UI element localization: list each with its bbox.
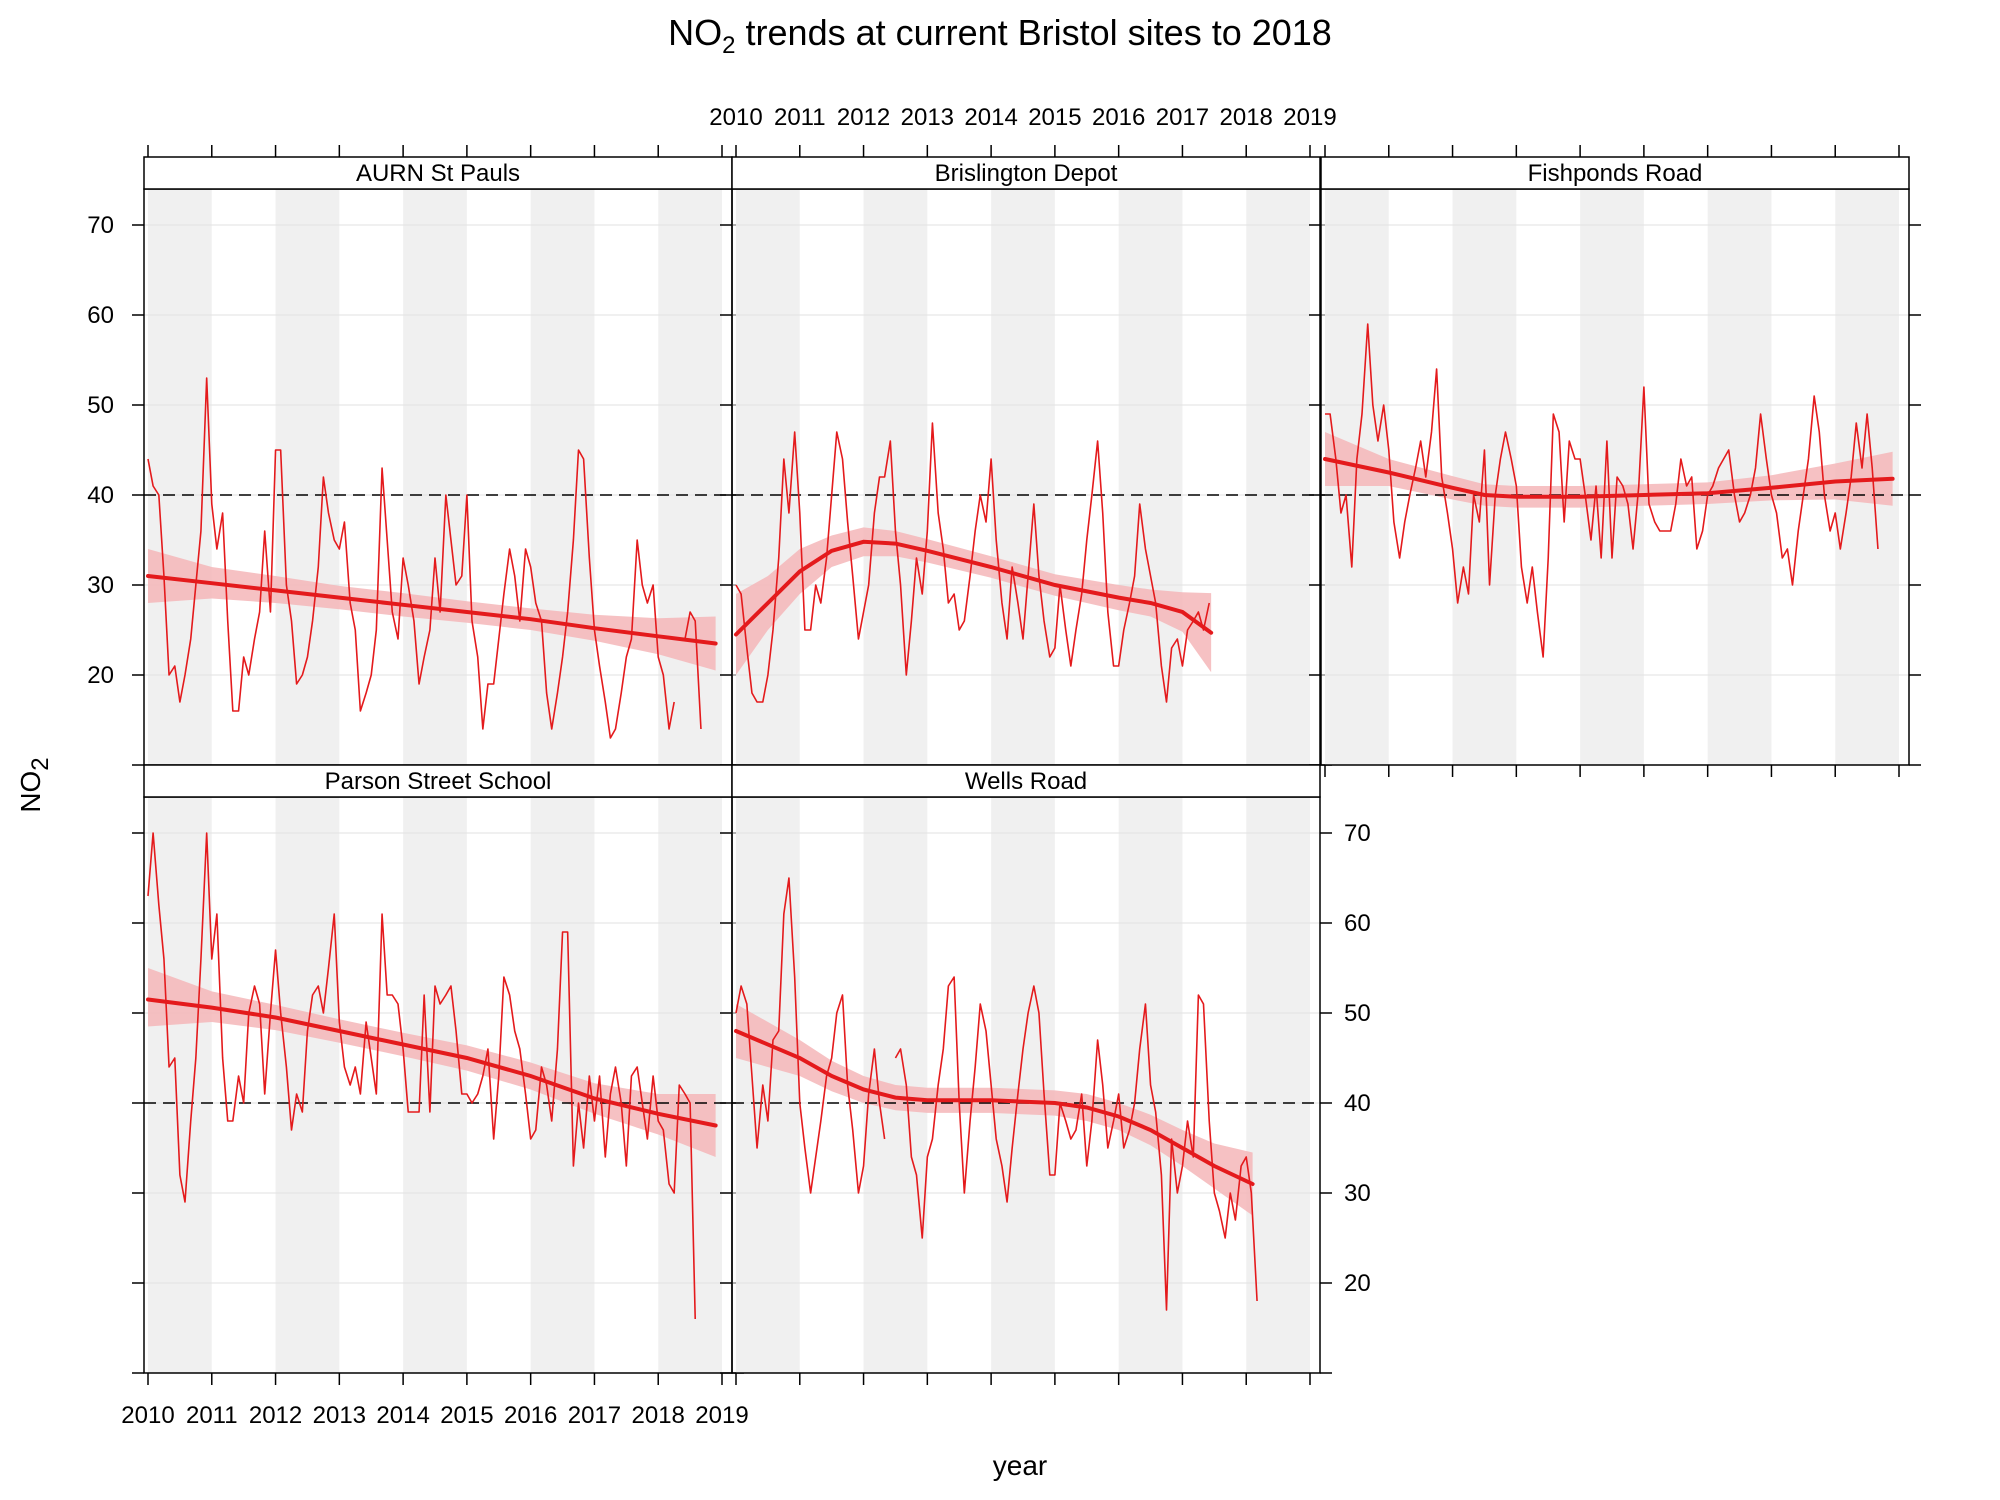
- y-tick-label: 50: [87, 392, 114, 419]
- x-tick-label: 2011: [186, 1402, 238, 1429]
- y-tick-label: 50: [1344, 1000, 1371, 1027]
- panel-strip: [731, 764, 1321, 798]
- y-tick-label: 70: [87, 212, 114, 239]
- chart-title-main: NO: [668, 12, 722, 53]
- y-tick-label: 20: [1344, 1270, 1371, 1297]
- panel-year-stripe: [991, 797, 1055, 1373]
- x-tick-label: 2017: [568, 1402, 621, 1429]
- monthly-no2-line: [147, 377, 675, 739]
- y-tick-label: 30: [1344, 1180, 1371, 1207]
- panel-year-stripe: [658, 189, 722, 765]
- x-axis-label: year: [993, 1450, 1047, 1481]
- panel-year-stripe: [1452, 189, 1517, 765]
- chart-title-subscript: 2: [722, 32, 735, 59]
- y-tick-label: 60: [1344, 910, 1371, 937]
- y-tick-label: 30: [87, 572, 114, 599]
- trend-confidence-band: [736, 1004, 1253, 1216]
- x-tick-label: 2013: [901, 104, 954, 131]
- trend-confidence-band: [736, 527, 1212, 675]
- y-tick-label: 20: [87, 662, 114, 689]
- panel-year-stripe: [658, 797, 722, 1373]
- panel-title-fishponds-road: Fishponds Road: [1528, 160, 1703, 187]
- x-tick-label: 2018: [632, 1402, 685, 1429]
- monthly-no2-line: [735, 877, 886, 1194]
- y-tick-label: 40: [87, 482, 114, 509]
- panel-title-wells-road: Wells Road: [965, 768, 1087, 795]
- panel-title-aurn-st-pauls: AURN St Pauls: [356, 160, 520, 187]
- x-tick-label: 2013: [313, 1402, 366, 1429]
- panel-year-stripe: [736, 797, 800, 1373]
- panel-year-stripe: [275, 797, 340, 1373]
- panel-title-brislington-depot: Brislington Depot: [935, 160, 1118, 187]
- x-tick-label: 2019: [695, 1402, 748, 1429]
- x-tick-label: 2016: [1092, 104, 1145, 131]
- x-tick-label: 2015: [1028, 104, 1081, 131]
- x-tick-label: 2019: [1283, 104, 1336, 131]
- chart-title-rest: trends at current Bristol sites to 2018: [736, 12, 1332, 53]
- panel-fishponds-road: Fishponds Road: [1309, 145, 1921, 777]
- y-axis-label-main: NO: [15, 771, 46, 813]
- panel-year-stripe: [275, 189, 340, 765]
- x-tick-label: 2012: [249, 1402, 302, 1429]
- x-tick-label: 2014: [376, 1402, 429, 1429]
- panel-parson-street-school: Parson Street School 2010 2011 2012 2013 2014…: [121, 764, 749, 1429]
- monthly-no2-line: [147, 832, 697, 1320]
- panel-year-stripe: [863, 189, 928, 765]
- x-tick-label: 2010: [709, 104, 762, 131]
- panel-title-parson-street-school: Parson Street School: [325, 768, 552, 795]
- panel-brislington-depot: Brislington Depot 2010 2011 2012 2013 2014 201…: [709, 104, 1337, 766]
- panel-year-stripe: [1580, 189, 1644, 765]
- y-tick-label: 70: [1344, 820, 1371, 847]
- panel-year-stripe: [403, 189, 467, 765]
- monthly-no2-line: [894, 976, 1258, 1311]
- panel-year-stripe: [1118, 189, 1183, 765]
- x-tick-label: 2011: [774, 104, 826, 131]
- x-tick-label: 2017: [1156, 104, 1209, 131]
- panel-wells-road: Wells Road 20 30 40 50 60 70: [720, 764, 1371, 1385]
- y-tick-label: 60: [87, 302, 114, 329]
- panel-year-stripe: [148, 189, 212, 765]
- trend-line: [734, 539, 1214, 637]
- y-axis-label-subscript: 2: [27, 757, 54, 770]
- x-tick-label: 2015: [440, 1402, 493, 1429]
- trend-line: [1323, 457, 1895, 499]
- x-tick-label: 2014: [964, 104, 1017, 131]
- trend-line: [734, 1029, 1255, 1186]
- panel-strip: [731, 156, 1321, 190]
- y-tick-label: 40: [1344, 1090, 1371, 1117]
- panel-year-stripe: [1246, 189, 1310, 765]
- y-axis-label: NO2: [15, 757, 54, 812]
- x-tick-label: 2018: [1220, 104, 1273, 131]
- panel-aurn-st-pauls: AURN St Pauls 20 30 40 50 60 70: [87, 145, 744, 766]
- panel-strip: [143, 764, 733, 798]
- x-tick-label: 2010: [121, 1402, 174, 1429]
- panel-year-stripe: [530, 189, 595, 765]
- monthly-no2-line: [1325, 323, 1879, 658]
- panel-strip: [1320, 156, 1910, 190]
- panel-strip: [143, 156, 733, 190]
- panel-year-stripe: [403, 797, 467, 1373]
- panel-year-stripe: [1246, 797, 1310, 1373]
- x-tick-label: 2012: [837, 104, 890, 131]
- panel-grid: AURN St Pauls 20 30 40 50 60 70 Brislington Dep…: [87, 104, 1921, 1429]
- monthly-no2-line: [684, 611, 702, 730]
- trend-line: [146, 997, 718, 1128]
- chart-title: NO2 trends at current Bristol sites to 2…: [668, 12, 1332, 59]
- trend-line: [146, 574, 718, 646]
- x-tick-label: 2016: [504, 1402, 557, 1429]
- panel-year-stripe: [991, 189, 1055, 765]
